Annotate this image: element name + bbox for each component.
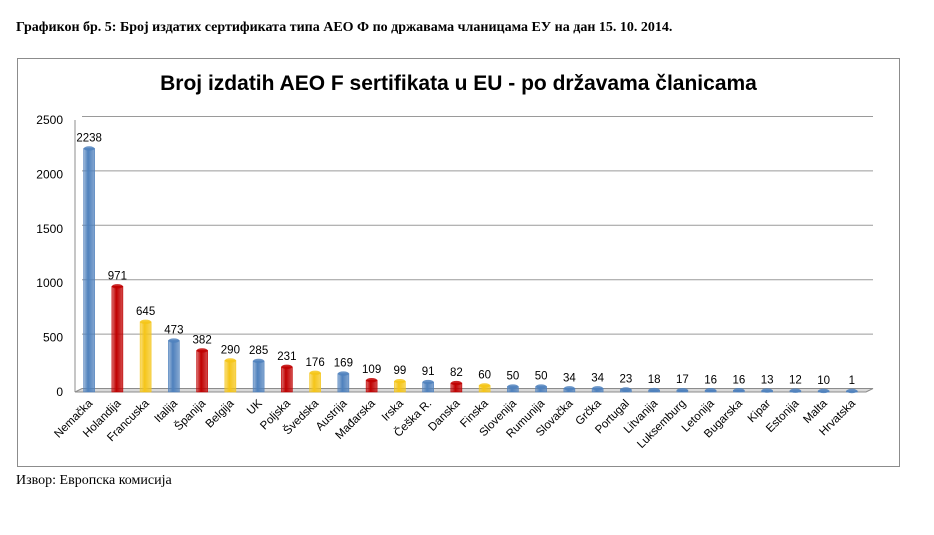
data-label: 231 [277,351,296,363]
bar-cap [846,388,858,394]
data-label: 10 [817,375,830,387]
x-tick-label: Belgija [204,397,237,430]
bar [168,340,180,393]
y-tick-label: 1000 [36,276,63,290]
bar [224,360,237,393]
data-label: 34 [563,372,576,384]
bar-cap [676,387,688,393]
bar-cap [281,364,293,370]
bar-cap [422,379,434,385]
bar [83,148,95,393]
bar-cap [366,377,378,383]
bar-cap [479,383,491,388]
data-label: 91 [422,366,435,378]
data-label: 50 [506,371,519,383]
bar [281,366,293,393]
data-label: 473 [164,325,183,337]
bar [139,321,152,393]
x-tick-label: Danska [426,397,462,433]
x-tick-label: Španija [172,397,209,434]
bar [196,350,208,393]
data-label: 971 [108,270,127,282]
bar-cap [818,388,830,394]
data-label: 16 [732,374,745,386]
data-label: 169 [334,358,353,370]
bar-cap [733,388,745,393]
data-label: 17 [676,374,689,386]
data-label: 285 [249,345,268,357]
data-label: 13 [761,375,774,387]
data-label: 34 [591,372,604,384]
bar-cap [83,146,95,151]
bar-cap [761,388,773,393]
data-label: 82 [450,367,463,379]
data-label: 23 [619,373,632,385]
x-tick-label: UK [245,397,265,417]
chart-floor [74,388,874,393]
data-label: 2238 [76,133,102,145]
source-note: Извор: Европска комисија [16,473,172,488]
bar [111,286,124,393]
data-label: 60 [478,369,491,381]
data-label: 290 [221,344,240,356]
bar-cap [705,388,717,393]
data-label: 382 [193,334,212,346]
data-label: 50 [535,371,548,383]
bar-cap [648,387,660,393]
data-label: 109 [362,364,381,376]
bar-cap [620,387,632,392]
bar-cap [535,384,547,389]
chart-frame: Broj izdatih AEO F sertifikata u EU - po… [17,58,900,467]
bar-cap [224,358,236,363]
y-tick-label: 2500 [36,113,63,127]
bar-cap [111,284,123,289]
data-label: 645 [136,306,155,318]
bar-cap [253,358,265,364]
bar-cap [196,348,208,353]
data-label: 16 [704,374,717,386]
bar-cap [507,384,519,389]
bar-cap [168,338,180,343]
y-tick-label: 2000 [36,167,63,181]
y-tick-label: 500 [43,331,63,345]
bar-cap [337,371,349,376]
bar-cap [563,386,575,391]
data-label: 1 [849,375,855,387]
bar-cap [140,319,152,325]
bar-cap [450,380,462,386]
bar-cap [309,370,321,376]
bar-cap [592,386,604,391]
y-tick-label: 0 [56,385,63,399]
data-label: 18 [648,374,661,386]
bar-cap [789,388,801,393]
data-label: 12 [789,375,802,387]
bar [337,373,350,393]
data-label: 99 [393,365,406,377]
chart-title: Broj izdatih AEO F sertifikata u EU - po… [160,72,757,95]
figure-caption: Графикон бр. 5: Број издатих сертификата… [16,20,673,35]
data-label: 176 [306,357,325,369]
bar-chart: 050010001500200025002238Nemačka971Holand… [36,113,874,451]
y-tick-label: 1500 [36,222,63,236]
bar [252,360,265,393]
bar-cap [394,379,406,384]
bar [309,372,321,393]
